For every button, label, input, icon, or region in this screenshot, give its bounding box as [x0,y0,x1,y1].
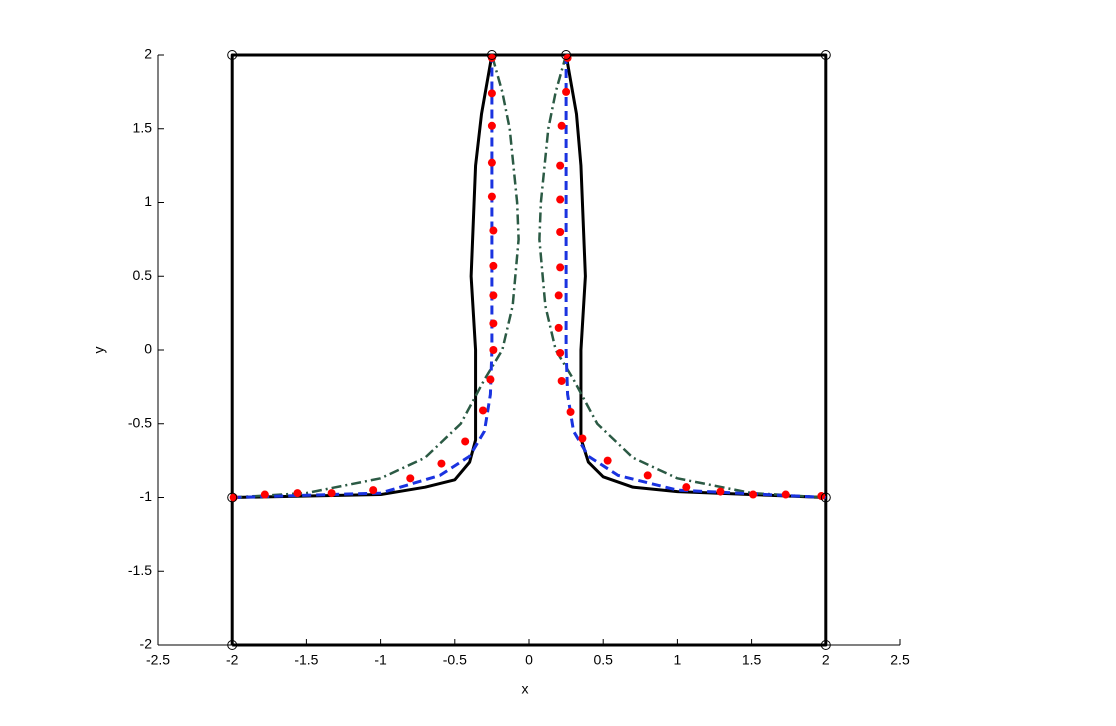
x-tick-label: 2 [822,652,830,668]
data-point [489,346,498,354]
data-point [293,489,302,498]
data-point [682,483,691,492]
y-tick-label: -1.5 [128,562,152,578]
data-point [437,459,446,468]
vertex-marker [820,50,831,60]
y-tick-label: 1 [144,193,152,209]
series-line [564,55,826,499]
y-tick-label: 0.5 [133,267,153,283]
data-point [556,195,565,204]
data-point [556,263,565,272]
y-tick-label: -0.5 [128,414,152,430]
series-line [232,54,520,499]
x-tick-label: -1.5 [294,652,318,668]
data-point [487,192,496,201]
y-tick-label: 1.5 [133,119,153,135]
data-point [260,490,269,499]
y-tick-label: -2 [140,636,153,652]
data-point [716,487,725,496]
x-tick-label: 1.5 [742,652,762,668]
data-point [489,291,498,300]
series-line [230,53,828,647]
data-point [489,261,498,270]
data-point [487,158,496,167]
data-point [489,319,498,328]
data-point [557,376,566,385]
data-point [406,474,415,483]
x-tick-label: -2.5 [146,652,170,668]
data-point [562,87,571,96]
data-point [487,121,496,130]
data-point [327,489,336,498]
data-point [603,456,612,465]
data-point [578,434,587,443]
x-tick-label: 1 [674,652,682,668]
y-axis-label: y [91,347,107,354]
x-tick-label: 0.5 [593,652,613,668]
data-point [489,226,498,235]
y-tick-label: 2 [144,46,152,62]
data-point [556,228,565,236]
x-tick-label: -1 [374,652,387,668]
data-point [554,291,563,300]
vertex-marker [486,50,497,60]
data-point [487,89,496,98]
x-tick-label: -0.5 [443,652,467,668]
x-tick-label: 2.5 [890,652,910,668]
x-axis-label: x [522,681,529,697]
data-point [461,437,470,446]
x-tick-label: 0 [525,652,533,668]
data-point [486,375,495,384]
data-point [566,407,575,416]
vertex-marker [227,640,238,650]
vertex-marker [820,492,831,503]
data-point [643,471,652,480]
data-point [557,121,566,130]
vertex-marker [227,492,238,503]
y-tick-label: 0 [144,341,152,357]
data-point [781,490,790,499]
x-tick-label: -2 [226,652,239,668]
y-tick-label: -1 [140,488,153,504]
data-point [556,348,565,357]
vertex-marker [227,50,238,60]
series-line [232,55,494,499]
data-point [749,490,758,499]
vertex-marker [820,640,831,650]
vertex-marker [561,50,572,60]
series-line [538,54,826,499]
data-point [487,53,496,62]
data-point [478,406,487,415]
data-point [556,161,565,170]
data-point [369,486,378,495]
data-point [229,493,238,502]
data-point [554,323,563,332]
series-line [232,54,494,499]
